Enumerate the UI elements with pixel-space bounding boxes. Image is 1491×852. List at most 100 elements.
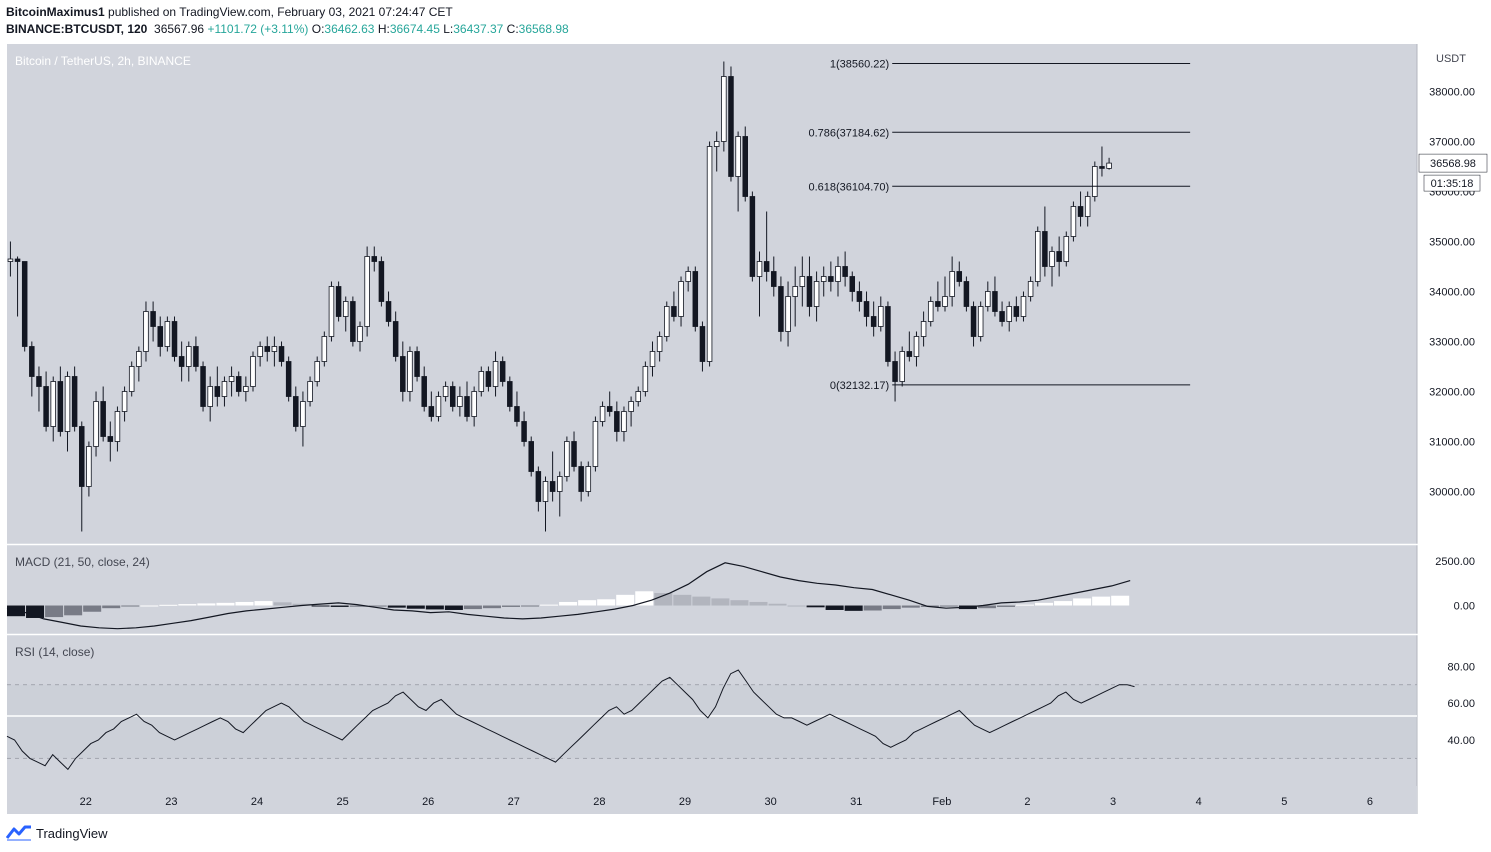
candle-body [285,361,292,397]
candle-body [7,258,14,262]
candle-body [157,326,163,347]
candle-body [628,401,634,412]
macd-histogram-bar [235,601,254,606]
last-price-label: 36568.98 [1430,158,1476,170]
candle-body [835,266,841,282]
time-axis-tick-label: 25 [336,796,348,808]
macd-histogram-bar [844,605,863,611]
fib-level-label: 0.786(37184.62) [808,127,889,139]
candle-body [79,426,85,487]
candle-body [400,356,406,392]
candle-body [549,481,556,492]
candle-body [885,306,891,362]
macd-histogram-bar [806,605,825,608]
candle-body [464,396,470,417]
open-value: 36462.63 [324,22,375,36]
candle-body [535,471,542,502]
countdown-label: 01:35:18 [1431,178,1474,190]
candle-body [164,321,171,347]
macd-histogram-bar [540,604,559,606]
candle-body [942,296,948,307]
candle-body [193,346,199,367]
candle-body [171,321,178,357]
close-value: 36568.98 [518,22,569,36]
countdown-tag [1423,174,1481,192]
macd-histogram-bar [635,591,654,606]
macd-histogram-bar [254,601,273,606]
candle-body [321,336,328,362]
candle-body [1020,296,1027,317]
candle-body [1056,251,1062,262]
candle-body [278,346,285,362]
price-y-tick-label: 35000.00 [1429,237,1475,249]
candle-body [93,401,99,447]
price-y-tick-label: 31000.00 [1429,437,1475,449]
candle-body [992,291,998,312]
tradingview-brand[interactable]: TradingView [6,825,108,841]
candle-body [499,361,506,382]
candle-body [328,286,335,337]
candle-body [592,421,599,467]
currency-label: USDT [1436,53,1466,65]
macd-histogram-bar [692,596,711,606]
candle-body [935,301,941,307]
macd-histogram-bar [1015,604,1035,606]
candle-body [186,346,192,367]
macd-histogram-bar [501,605,521,607]
candle-body [678,281,684,317]
candle-body [207,386,213,407]
candle-body [50,381,56,427]
fib-level-label: 1(38560.22) [830,58,889,70]
macd-histogram-bar [597,599,616,606]
macd-histogram-bar [121,605,140,607]
pane-background-1 [7,545,1417,634]
macd-histogram-bar [1092,596,1111,606]
macd-y-tick-label: 0.00 [1454,601,1475,613]
time-axis-tick-label: 26 [422,796,434,808]
candle-body [799,276,806,287]
candle-body [735,136,741,177]
time-axis-tick-label: Feb [932,796,951,808]
candle-body [820,276,827,282]
macd-histogram-bar [406,605,425,609]
candle-body [870,316,877,327]
time-axis-tick-label: 5 [1281,796,1287,808]
candle-body [392,321,399,357]
candle-body [1042,231,1048,267]
candle-body [271,346,278,352]
candle-body [421,376,427,407]
candle-body [214,386,221,397]
candle-body [728,76,734,177]
candle-body [478,371,485,392]
candle-body [963,281,970,307]
candle-body [949,271,955,297]
macd-histogram-bar [45,605,64,618]
author-name[interactable]: BitcoinMaximus1 [6,5,105,19]
candle-body [385,301,392,322]
candle-body [414,351,420,377]
candle-body [564,441,570,477]
macd-line [6,562,1131,630]
rsi-pane-title: RSI (14, close) [15,645,94,659]
candle-body [221,381,228,397]
candle-body [1063,236,1070,262]
candle-body [293,396,299,427]
candle-body [778,286,784,332]
macd-histogram-bar [216,602,235,606]
candle-body [920,321,927,337]
macd-histogram-bar [996,605,1015,607]
last-price-tag [1418,153,1488,173]
candle-body [813,281,820,307]
time-axis-tick-label: 29 [679,796,691,808]
price-y-tick-label: 34000.00 [1429,287,1475,299]
macd-histogram-bar [178,604,197,606]
candle-body [692,271,699,327]
candle-body [449,386,456,407]
time-axis-tick-label: 3 [1110,796,1116,808]
macd-histogram-bar [616,594,635,606]
macd-histogram-bar [425,605,444,610]
candle-body [1077,206,1084,217]
close-label: C: [506,22,519,36]
candle-body [1034,231,1041,282]
